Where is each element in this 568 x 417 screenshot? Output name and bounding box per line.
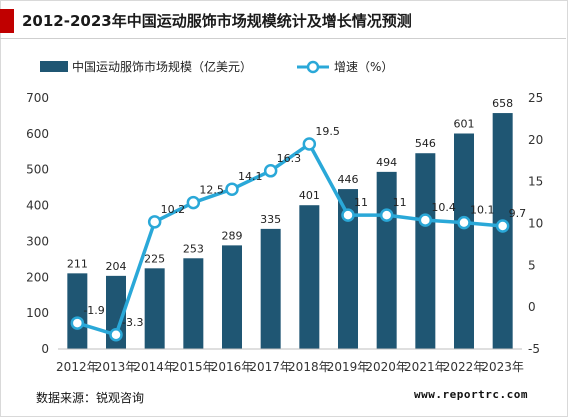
y-right-tick-label: 20 xyxy=(528,133,543,147)
y-right-tick-label: -5 xyxy=(528,342,540,356)
y-left-tick-label: 500 xyxy=(26,163,49,177)
y-left-tick-label: 100 xyxy=(26,306,49,320)
bar-value-label: 335 xyxy=(260,213,281,226)
y-right-tick-label: 0 xyxy=(528,300,536,314)
page-title: 2012-2023年中国运动服饰市场规模统计及增长情况预测 xyxy=(22,12,412,30)
y-left-tick-label: 300 xyxy=(26,234,49,248)
growth-point xyxy=(109,328,123,342)
x-axis: 2012年2013年2014年2015年2016年2017年2018年2019年… xyxy=(56,348,524,374)
growth-value-label: 11 xyxy=(393,196,407,209)
legend-line-marker xyxy=(306,60,320,74)
y-axis-right: -5 0 5 10 15 20 25 xyxy=(528,91,543,356)
bar-value-label: 225 xyxy=(144,252,165,265)
bar-value-label: 546 xyxy=(415,137,436,150)
title-accent-bar xyxy=(0,9,14,33)
bar-value-label: 446 xyxy=(338,173,359,186)
growth-point xyxy=(379,208,394,222)
bar-value-label: 211 xyxy=(67,257,88,270)
x-tick-label: 2013年 xyxy=(95,360,138,374)
bar-value-label: 289 xyxy=(222,229,243,242)
growth-value-label: 10.2 xyxy=(161,203,186,216)
y-left-tick-label: 200 xyxy=(26,270,49,284)
x-tick-label: 2015年 xyxy=(172,360,215,374)
x-tick-label: 2021年 xyxy=(404,360,447,374)
growth-point xyxy=(263,164,278,178)
bar xyxy=(415,153,436,349)
bar-value-label: 401 xyxy=(299,189,320,202)
bar-value-label: 253 xyxy=(183,242,204,255)
bar-data-labels: 211 204 225 253 289 335 401 446 494 546 601 658 xyxy=(67,97,513,273)
growth-point xyxy=(341,208,355,222)
growth-point xyxy=(418,213,433,227)
bar xyxy=(260,228,281,349)
growth-value-label: 10.4 xyxy=(431,201,456,214)
bar xyxy=(183,258,204,349)
x-tick-label: 2016年 xyxy=(211,360,254,374)
y-left-tick-label: 0 xyxy=(41,342,49,356)
growth-point xyxy=(457,215,471,230)
x-tick-label: 2018年 xyxy=(288,360,331,374)
y-left-tick-label: 400 xyxy=(26,199,49,213)
growth-value-label: 9.7 xyxy=(509,207,526,220)
x-tick-label: 2019年 xyxy=(327,360,370,374)
growth-point xyxy=(302,137,317,151)
line-series xyxy=(70,137,510,342)
bar xyxy=(338,189,358,349)
x-tick-label: 2020年 xyxy=(365,360,408,374)
legend: 中国运动服饰市场规模（亿美元） 增速（%） xyxy=(40,59,393,74)
growth-point xyxy=(186,195,201,210)
website-link[interactable]: www.reportrc.com xyxy=(414,388,528,401)
y-right-tick-label: 10 xyxy=(528,217,543,231)
growth-value-label: 19.5 xyxy=(315,125,340,138)
x-tick-label: 2022年 xyxy=(443,360,486,374)
title-divider xyxy=(0,38,566,39)
legend-line-label: 增速（%） xyxy=(334,60,393,74)
x-tick-label: 2017年 xyxy=(249,360,292,374)
growth-point xyxy=(147,215,162,229)
growth-value-label: -1.9 xyxy=(83,304,104,317)
bar-value-label: 601 xyxy=(454,117,475,130)
growth-value-label: -3.3 xyxy=(122,316,143,329)
line-data-labels: -1.9 -3.3 10.2 12.5 14.1 16.3 19.5 11 11 10.4 10.1… xyxy=(83,125,526,329)
bar-value-label: 658 xyxy=(492,97,513,110)
legend-bar-label: 中国运动服饰市场规模（亿美元） xyxy=(72,59,252,74)
bar-series xyxy=(67,113,513,349)
growth-point xyxy=(70,316,85,330)
bar xyxy=(144,268,165,349)
legend-bar-swatch xyxy=(40,61,68,72)
growth-line xyxy=(76,142,503,337)
growth-value-label: 12.5 xyxy=(199,184,224,197)
y-right-tick-label: 25 xyxy=(528,91,543,105)
y-right-tick-label: 5 xyxy=(528,258,536,272)
bar xyxy=(454,133,474,349)
y-right-tick-label: 15 xyxy=(528,175,543,189)
bar xyxy=(67,273,88,349)
bar-value-label: 204 xyxy=(106,260,127,273)
growth-value-label: 10.1 xyxy=(470,204,495,217)
growth-value-label: 16.3 xyxy=(277,152,302,165)
bar-value-label: 494 xyxy=(376,156,397,169)
growth-point xyxy=(495,219,510,233)
growth-value-label: 14.1 xyxy=(238,170,263,183)
bar xyxy=(222,245,242,349)
y-axis-left: 0 100 200 300 400 500 600 700 xyxy=(26,91,49,356)
y-left-tick-label: 600 xyxy=(26,127,49,141)
data-source: 数据来源：锐观咨询 xyxy=(36,391,145,405)
y-left-tick-label: 700 xyxy=(26,91,49,105)
x-tick-label: 2014年 xyxy=(133,360,176,374)
x-tick-label: 2023年 xyxy=(481,360,524,374)
growth-value-label: 11 xyxy=(354,196,368,209)
growth-point xyxy=(225,182,239,196)
x-tick-label: 2012年 xyxy=(56,360,99,374)
bar xyxy=(299,205,320,349)
